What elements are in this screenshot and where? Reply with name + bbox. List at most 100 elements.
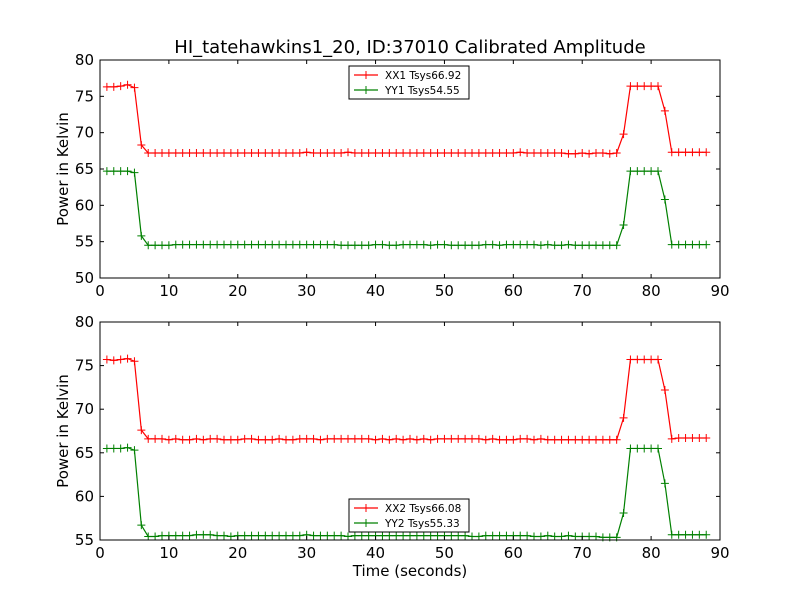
data-point bbox=[344, 532, 352, 541]
data-point bbox=[309, 240, 318, 249]
y-axis-label: Power in Kelvin bbox=[54, 112, 72, 226]
x-tick-label: 0 bbox=[95, 282, 105, 300]
data-point bbox=[571, 532, 580, 541]
data-point bbox=[495, 241, 504, 250]
data-point bbox=[426, 435, 435, 444]
legend-label: XX2 Tsys66.08 bbox=[385, 503, 461, 515]
data-point bbox=[316, 240, 325, 249]
data-point bbox=[254, 531, 263, 540]
data-point bbox=[440, 434, 449, 443]
data-point bbox=[178, 240, 187, 249]
data-point bbox=[137, 141, 146, 150]
data-point bbox=[419, 149, 428, 158]
data-point bbox=[385, 241, 394, 250]
series-line-1 bbox=[106, 358, 707, 441]
x-tick-label: 80 bbox=[642, 544, 661, 562]
data-point bbox=[695, 148, 704, 157]
data-point bbox=[316, 531, 325, 540]
data-point bbox=[240, 149, 249, 158]
data-point bbox=[178, 149, 187, 158]
data-point bbox=[543, 435, 552, 444]
data-point bbox=[116, 82, 125, 91]
legend-marker bbox=[362, 86, 370, 94]
data-point bbox=[474, 241, 483, 250]
data-point bbox=[654, 82, 662, 91]
data-point bbox=[640, 444, 649, 453]
data-point bbox=[240, 531, 249, 540]
data-point bbox=[461, 149, 470, 158]
x-axis-label: Time (seconds) bbox=[352, 562, 468, 580]
data-point bbox=[502, 149, 511, 158]
data-point bbox=[440, 240, 449, 249]
data-point bbox=[447, 241, 456, 250]
x-tick-label: 0 bbox=[95, 544, 105, 562]
data-point bbox=[688, 530, 697, 539]
data-point bbox=[288, 435, 297, 444]
data-point bbox=[171, 240, 180, 249]
legend-1: XX1 Tsys66.92 YY1 Tsys54.55 bbox=[348, 65, 470, 100]
x-tick-label: 50 bbox=[435, 282, 454, 300]
data-point bbox=[667, 148, 676, 157]
data-point bbox=[592, 149, 600, 158]
data-point bbox=[426, 149, 435, 158]
data-point bbox=[598, 241, 607, 250]
data-point bbox=[454, 434, 463, 443]
data-point bbox=[164, 241, 173, 250]
data-point bbox=[226, 240, 235, 249]
data-point bbox=[109, 82, 118, 91]
data-point bbox=[371, 240, 380, 249]
data-point bbox=[695, 530, 704, 539]
plot-frame bbox=[99, 321, 721, 541]
data-point bbox=[647, 444, 656, 453]
x-tick-label: 70 bbox=[573, 544, 592, 562]
data-point bbox=[530, 435, 538, 444]
x-tick-label: 90 bbox=[710, 282, 729, 300]
data-point bbox=[206, 240, 215, 249]
data-point bbox=[192, 434, 201, 443]
data-point bbox=[619, 130, 628, 139]
data-point bbox=[316, 149, 325, 158]
data-point bbox=[151, 241, 160, 250]
data-point bbox=[350, 531, 359, 540]
data-point bbox=[226, 435, 235, 444]
data-point bbox=[461, 241, 470, 250]
x-tick-label: 30 bbox=[297, 282, 316, 300]
data-point bbox=[667, 240, 676, 249]
data-point bbox=[199, 149, 208, 158]
data-point bbox=[213, 531, 222, 540]
data-point bbox=[137, 231, 146, 240]
data-point bbox=[543, 240, 552, 249]
data-point bbox=[433, 240, 442, 249]
data-point bbox=[206, 149, 215, 158]
data-point bbox=[357, 531, 366, 540]
y-tick-label: 55 bbox=[75, 233, 94, 251]
data-point bbox=[626, 355, 635, 364]
data-point bbox=[385, 435, 394, 444]
data-point bbox=[102, 82, 111, 91]
data-point bbox=[550, 532, 559, 541]
data-point bbox=[337, 531, 346, 540]
data-point bbox=[213, 149, 222, 158]
data-point bbox=[536, 434, 545, 443]
data-point bbox=[399, 435, 408, 444]
data-point bbox=[164, 149, 173, 158]
plot-panel-1: 0 10 20 30 40 50 60 70 80 90 50 55 60 65 70 75 80 Power i… bbox=[54, 51, 730, 300]
data-point bbox=[481, 240, 490, 249]
data-point bbox=[199, 435, 208, 444]
data-point bbox=[323, 531, 332, 540]
data-point bbox=[481, 149, 490, 158]
data-point bbox=[350, 241, 359, 250]
data-point bbox=[206, 530, 215, 539]
data-point bbox=[399, 149, 408, 158]
x-tick-label: 60 bbox=[504, 544, 523, 562]
data-point bbox=[702, 148, 711, 157]
data-point bbox=[288, 240, 297, 249]
data-point bbox=[102, 167, 111, 176]
data-point bbox=[571, 149, 580, 158]
data-point bbox=[481, 531, 490, 540]
data-point bbox=[371, 149, 380, 158]
plot-panel-2: 0 10 20 30 40 50 60 70 80 90 55 60 65 70 75 80 Power in … bbox=[54, 313, 730, 580]
data-point bbox=[344, 241, 352, 250]
data-point bbox=[502, 435, 511, 444]
data-point bbox=[564, 531, 573, 540]
